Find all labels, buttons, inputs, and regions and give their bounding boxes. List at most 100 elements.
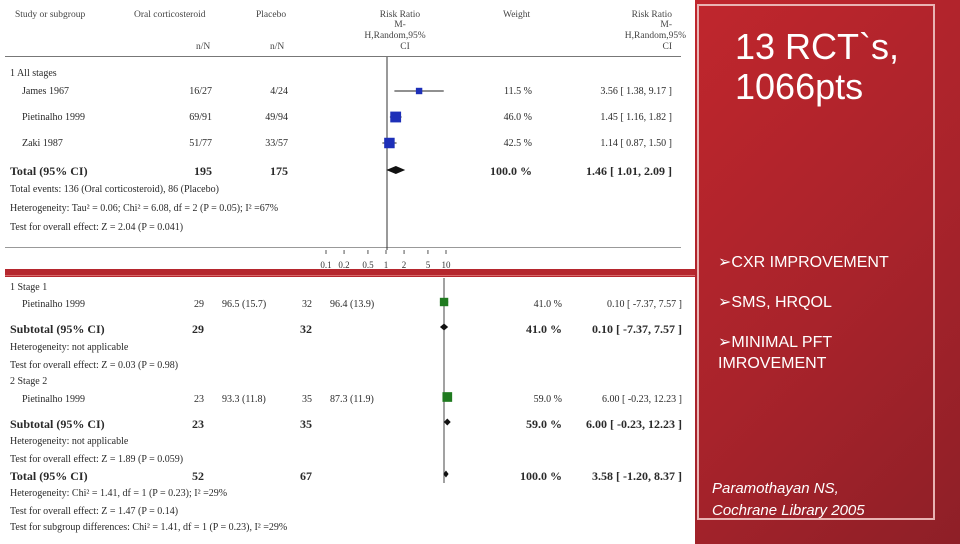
header-control: Placebo bbox=[256, 10, 287, 20]
stage2-effect: Test for overall effect: Z = 1.89 (P = 0… bbox=[10, 454, 184, 465]
header-rr2-line1: Risk Ratio bbox=[631, 10, 672, 20]
header-rr2-line4: CI bbox=[662, 42, 673, 52]
stage2-subtotal-ci: 6.00 [ -0.23, 12.23 ] bbox=[586, 417, 682, 431]
total-label: Total (95% CI) bbox=[10, 164, 88, 178]
axis-tick-label: 10 bbox=[442, 260, 452, 270]
study-ci: 3.56 [ 1.38, 9.17 ] bbox=[600, 86, 672, 97]
header-rr2-line3: H,Random,95% bbox=[624, 31, 686, 41]
study-name: Pietinalho 1999 bbox=[22, 112, 86, 123]
axis-tick-label: 0.2 bbox=[338, 260, 349, 270]
study-weight: 41.0 % bbox=[533, 299, 562, 310]
study-weight: 42.5 % bbox=[503, 138, 532, 149]
total-treatment: 195 bbox=[194, 164, 212, 178]
header-weight: Weight bbox=[503, 10, 531, 20]
header-treatment: Oral corticosteroid bbox=[134, 10, 206, 20]
study-ci: 1.45 [ 1.16, 1.82 ] bbox=[600, 112, 672, 123]
total-effect: Test for overall effect: Z = 1.47 (P = 0… bbox=[10, 506, 179, 517]
study-mean-sd2: 96.4 (13.9) bbox=[330, 299, 375, 310]
forest-plot-stages: 1 Stage 1 Pietinalho 1999 29 96.5 (15.7)… bbox=[0, 278, 695, 544]
header-rr2-line2: M- bbox=[660, 20, 672, 30]
stage2-heterogeneity: Heterogeneity: not applicable bbox=[10, 436, 129, 447]
header-study: Study or subgroup bbox=[15, 10, 86, 20]
bullet-sms: ➢SMS, HRQOL bbox=[718, 294, 832, 311]
total-weight: 100.0 % bbox=[520, 469, 562, 483]
forest-plot-1-graphic: 0.1 0.2 0.5 1 2 5 10 bbox=[320, 57, 452, 270]
header-treatment-n: n/N bbox=[196, 42, 211, 52]
total-label: Total (95% CI) bbox=[10, 469, 88, 483]
study-ci: 0.10 [ -7.37, 7.57 ] bbox=[607, 299, 682, 310]
stage1-subtotal-control: 32 bbox=[300, 322, 312, 336]
study-marker bbox=[442, 392, 453, 402]
subgroup-diff: Test for subgroup differences: Chi² = 1.… bbox=[10, 522, 288, 533]
study-n1: 29 bbox=[194, 299, 204, 310]
header-rr-line4: CI bbox=[400, 42, 410, 52]
header-rr-line1: Risk Ratio bbox=[379, 10, 421, 20]
study-mean-sd1: 96.5 (15.7) bbox=[222, 299, 267, 310]
header-rr-line2: M- bbox=[394, 20, 406, 30]
axis-tick-label: 5 bbox=[426, 260, 431, 270]
heterogeneity: Heterogeneity: Tau² = 0.06; Chi² = 6.08,… bbox=[10, 203, 279, 214]
total-ci: 3.58 [ -1.20, 8.37 ] bbox=[592, 469, 682, 483]
group-label: 1 All stages bbox=[10, 68, 57, 79]
stage2-subtotal-label: Subtotal (95% CI) bbox=[10, 417, 105, 431]
axis-tick-label: 0.5 bbox=[362, 260, 374, 270]
study-n2: 32 bbox=[302, 299, 312, 310]
citation-source: Cochrane Library 2005 bbox=[712, 502, 865, 519]
stage1-label: 1 Stage 1 bbox=[10, 282, 48, 293]
stage2-subtotal-weight: 59.0 % bbox=[526, 417, 562, 431]
study-control: 33/57 bbox=[265, 138, 288, 149]
header-rr-line3: H,Random,95% bbox=[364, 31, 426, 41]
stage2-subtotal-treatment: 23 bbox=[192, 417, 204, 431]
study-n1: 23 bbox=[194, 394, 204, 405]
study-weight: 11.5 % bbox=[504, 86, 532, 97]
stage1-subtotal-ci: 0.10 [ -7.37, 7.57 ] bbox=[592, 322, 682, 336]
summary-panel bbox=[695, 0, 960, 544]
stage2-label: 2 Stage 2 bbox=[10, 376, 48, 387]
axis-tick-label: 0.1 bbox=[320, 260, 331, 270]
study-control: 49/94 bbox=[265, 112, 288, 123]
overall-effect: Test for overall effect: Z = 2.04 (P = 0… bbox=[10, 222, 184, 233]
total-diamond bbox=[443, 470, 449, 478]
study-marker bbox=[415, 87, 423, 95]
subtotal-diamond bbox=[443, 418, 451, 426]
stage1-effect: Test for overall effect: Z = 0.03 (P = 0… bbox=[10, 360, 179, 371]
total-heterogeneity: Heterogeneity: Chi² = 1.41, df = 1 (P = … bbox=[10, 488, 228, 499]
axis-tick-label: 1 bbox=[384, 260, 389, 270]
study-control: 4/24 bbox=[270, 86, 288, 97]
total-diamond bbox=[386, 166, 406, 174]
study-treatment: 16/27 bbox=[189, 86, 212, 97]
stage1-heterogeneity: Heterogeneity: not applicable bbox=[10, 342, 129, 353]
study-ci: 1.14 [ 0.87, 1.50 ] bbox=[600, 138, 672, 149]
bullet-pft: ➢MINIMAL PFT IMROVEMENT bbox=[718, 334, 832, 372]
citation-author: Paramothayan NS, bbox=[712, 480, 839, 497]
total-weight: 100.0 % bbox=[490, 164, 532, 178]
study-treatment: 51/77 bbox=[189, 138, 212, 149]
stage1-subtotal-label: Subtotal (95% CI) bbox=[10, 322, 105, 336]
study-name: Pietinalho 1999 bbox=[22, 299, 86, 310]
study-marker bbox=[439, 297, 449, 307]
stage1-subtotal-treatment: 29 bbox=[192, 322, 204, 336]
header-control-n: n/N bbox=[270, 42, 285, 52]
stage2-subtotal-control: 35 bbox=[300, 417, 312, 431]
study-mean-sd2: 87.3 (11.9) bbox=[330, 394, 374, 405]
study-name: Pietinalho 1999 bbox=[22, 394, 86, 405]
study-name: Zaki 1987 bbox=[22, 138, 63, 149]
bottom-rule bbox=[5, 247, 681, 248]
study-mean-sd1: 93.3 (11.8) bbox=[222, 394, 266, 405]
panel-title: 13 RCT`s, 1066pts bbox=[735, 26, 900, 107]
study-n2: 35 bbox=[302, 394, 312, 405]
study-marker bbox=[384, 137, 395, 149]
separator-bar bbox=[5, 269, 695, 277]
subtotal-diamond bbox=[439, 323, 449, 331]
forest-plot-all-stages: Study or subgroup Oral corticosteroid n/… bbox=[0, 0, 695, 270]
forest-plot-2-graphic bbox=[439, 278, 453, 483]
study-ci: 6.00 [ -0.23, 12.23 ] bbox=[602, 394, 682, 405]
study-name: James 1967 bbox=[22, 86, 69, 97]
study-weight: 59.0 % bbox=[533, 394, 562, 405]
total-treatment: 52 bbox=[192, 469, 204, 483]
study-treatment: 69/91 bbox=[189, 112, 212, 123]
bullet-cxr: ➢CXR IMPROVEMENT bbox=[718, 254, 889, 271]
total-control: 67 bbox=[300, 469, 312, 483]
study-weight: 46.0 % bbox=[503, 112, 532, 123]
axis-tick-label: 2 bbox=[402, 260, 407, 270]
